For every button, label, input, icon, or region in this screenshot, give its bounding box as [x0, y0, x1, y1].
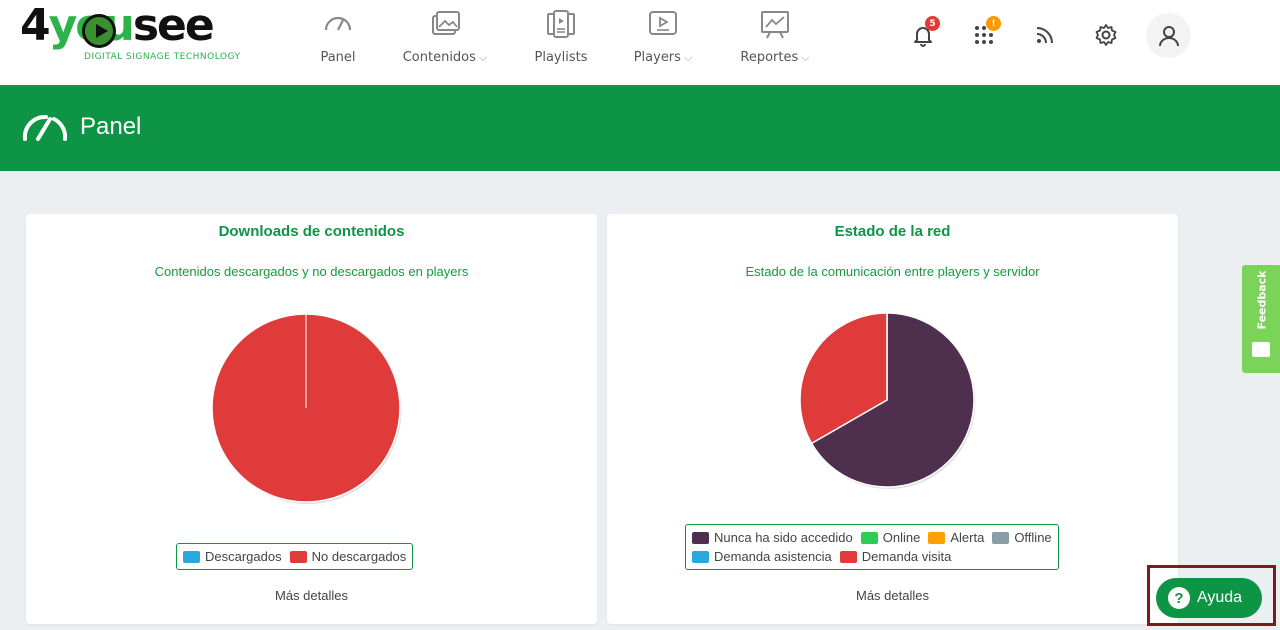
gauge-icon [22, 114, 68, 141]
legend-swatch [992, 531, 1010, 544]
legend-item[interactable]: Online [860, 530, 921, 545]
more-details-link[interactable]: Más detalles [856, 588, 929, 603]
legend-swatch [183, 550, 200, 563]
apps-grid-icon [975, 26, 993, 44]
card-subtitle: Contenidos descargados y no descargados … [154, 264, 469, 279]
chevron-down-icon: ⌵ [801, 51, 810, 64]
apps-badge: ! [986, 16, 1001, 31]
legend-label: Demanda visita [861, 549, 952, 564]
legend-item[interactable]: Demanda asistencia [692, 549, 832, 564]
logo-tagline: DIGITAL SIGNAGE TECHNOLOGY [84, 52, 241, 62]
user-icon [1158, 25, 1179, 46]
chevron-down-icon: ⌵ [478, 51, 488, 64]
settings-button[interactable] [1089, 18, 1123, 52]
more-details-link[interactable]: Más detalles [275, 588, 348, 603]
top-navbar: 4yousee DIGITAL SIGNAGE TECHNOLOGY Panel… [0, 0, 1280, 85]
rss-button[interactable] [1028, 18, 1062, 52]
legend-swatch [289, 550, 307, 563]
chart-legend: Descargados No descargados [176, 543, 414, 570]
legend-item[interactable]: Offline [992, 530, 1052, 545]
network-pie-chart [799, 312, 976, 489]
help-highlight-box [1147, 565, 1276, 626]
legend-swatch [860, 531, 878, 544]
downloads-card: Downloads de contenidos Contenidos desca… [26, 214, 597, 624]
legend-label: Nunca ha sido accedido [714, 530, 853, 545]
help-button[interactable]: ? Ayuda [1156, 578, 1262, 618]
legend-label: Offline [1014, 530, 1052, 545]
chart-legend: Nunca ha sido accedido Online Alerta Off… [685, 524, 1059, 570]
logo-play-icon [82, 14, 116, 48]
nav-reportes[interactable]: Reportes ⌵ [737, 8, 813, 78]
nav-contenidos[interactable]: Contenidos ⌵ [398, 8, 492, 78]
legend-swatch [692, 531, 709, 544]
legend-label: Descargados [205, 549, 282, 564]
card-title: Estado de la red [834, 223, 951, 240]
legend-item[interactable]: Nunca ha sido accedido [692, 530, 853, 545]
notifications-button[interactable]: 5 [906, 16, 940, 52]
playlist-icon [547, 10, 575, 38]
chevron-down-icon: ⌵ [683, 51, 693, 64]
notifications-badge: 5 [925, 16, 940, 31]
legend-item[interactable]: Demanda visita [839, 549, 952, 564]
smiley-icon [1252, 342, 1270, 357]
gear-icon [1095, 24, 1117, 46]
downloads-pie-chart [211, 313, 402, 504]
question-icon: ? [1168, 587, 1190, 609]
player-icon [649, 11, 677, 35]
nav-reportes-label: Reportes [740, 50, 799, 65]
legend-swatch [692, 550, 709, 563]
pie-slice[interactable] [799, 312, 888, 445]
nav-playlists[interactable]: Playlists [534, 8, 588, 78]
card-subtitle: Estado de la comunicación entre players … [745, 264, 1040, 279]
bell-icon [914, 27, 932, 47]
rss-icon [1036, 27, 1053, 44]
help-label: Ayuda [1197, 589, 1243, 606]
legend-item[interactable]: Alerta [928, 530, 984, 545]
nav-panel[interactable]: Panel [316, 8, 360, 78]
images-icon [432, 11, 460, 35]
feedback-tab[interactable]: Feedback [1242, 265, 1280, 373]
legend-label: Demanda asistencia [714, 549, 832, 564]
card-title: Downloads de contenidos [218, 223, 405, 240]
legend-label: Online [882, 530, 921, 545]
brand-logo[interactable]: 4yousee DIGITAL SIGNAGE TECHNOLOGY [20, 0, 250, 66]
gauge-icon [324, 16, 352, 31]
network-card: Estado de la red Estado de la comunicaci… [607, 214, 1178, 624]
legend-swatch [928, 531, 946, 544]
page-title: Panel [80, 113, 142, 140]
feedback-label: Feedback [1255, 270, 1269, 330]
apps-button[interactable]: ! [967, 16, 1001, 52]
report-icon [761, 11, 789, 39]
nav-players[interactable]: Players ⌵ [630, 8, 696, 78]
nav-playlists-label: Playlists [534, 50, 588, 65]
user-menu-button[interactable] [1146, 13, 1191, 58]
nav-contenidos-label: Contenidos [402, 50, 476, 65]
legend-swatch [839, 550, 857, 563]
legend-label: No descargados [311, 549, 407, 564]
legend-label: Alerta [950, 530, 985, 545]
nav-panel-label: Panel [320, 50, 356, 65]
logo-wordmark: 4yousee [20, 0, 215, 51]
page-banner: Panel [0, 85, 1280, 171]
legend-item[interactable]: Descargados [183, 549, 282, 564]
pie-slice[interactable] [810, 312, 975, 488]
legend-item[interactable]: No descargados [289, 549, 407, 564]
nav-players-label: Players [633, 50, 681, 65]
